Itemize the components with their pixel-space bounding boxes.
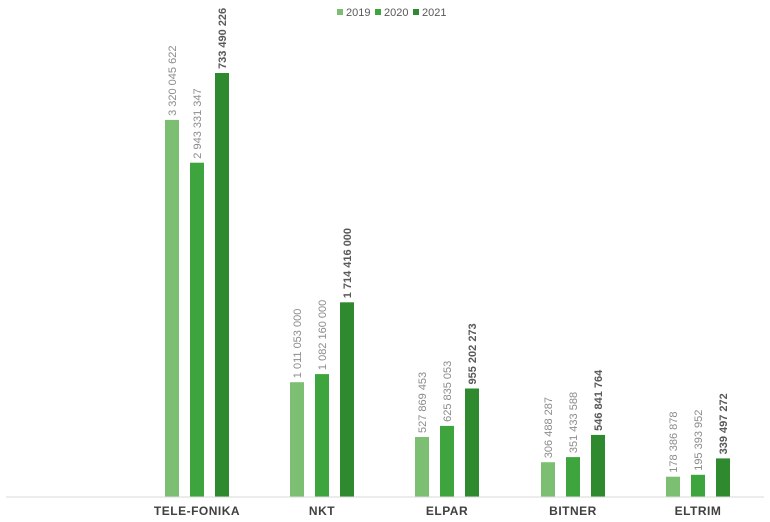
bar-2021-eltrim xyxy=(716,458,730,497)
value-label-2020-bitner: 351 433 588 xyxy=(568,392,580,453)
value-label-2021-eltrim: 339 497 272 xyxy=(718,393,730,454)
bar-2021-elpar xyxy=(465,388,479,497)
category-label: BITNER xyxy=(549,504,597,518)
bars xyxy=(165,73,730,498)
bar-2020-nkt xyxy=(315,374,329,497)
category-labels: TELE-FONIKA NKT ELPAR BITNER ELTRIM xyxy=(154,504,721,518)
value-label-2019-eltrim: 178 386 878 xyxy=(668,412,680,473)
category-label: ELTRIM xyxy=(675,504,722,518)
bar-2020-tele-fonika xyxy=(190,162,204,497)
value-label-2019-nkt: 1 011 053 000 xyxy=(292,309,304,379)
legend-label-2021: 2021 xyxy=(422,7,446,19)
bar-2021-nkt xyxy=(340,302,354,497)
legend-label-2019: 2019 xyxy=(346,7,370,19)
category-label: NKT xyxy=(309,504,335,518)
bar-2021-tele-fonika xyxy=(215,73,229,497)
value-labels: 3 320 045 622 1 011 053 000 527 869 453 306… xyxy=(167,8,730,473)
legend-swatch-2021 xyxy=(413,9,419,15)
category-label: ELPAR xyxy=(426,504,468,518)
bar-2020-elpar xyxy=(440,425,454,497)
legend: 2019 2020 2021 xyxy=(337,7,446,19)
value-label-2020-elpar: 625 835 053 xyxy=(442,361,454,422)
bar-2019-tele-fonika xyxy=(165,119,179,498)
bar-2019-elpar xyxy=(415,437,429,497)
value-label-2020-eltrim: 195 393 952 xyxy=(693,410,705,471)
value-label-2021-tele-fonika: 733 490 226 xyxy=(217,8,229,69)
value-label-2019-elpar: 527 869 453 xyxy=(417,372,429,433)
value-label-2021-bitner: 546 841 764 xyxy=(593,369,605,431)
bar-2021-bitner xyxy=(591,434,605,497)
bar-2020-bitner xyxy=(566,457,580,497)
bar-2019-bitner xyxy=(541,462,555,497)
value-label-2021-nkt: 1 714 416 000 xyxy=(342,228,354,298)
value-label-2019-bitner: 306 488 287 xyxy=(543,397,555,458)
category-label: TELE-FONIKA xyxy=(154,504,240,518)
value-label-2020-tele-fonika: 2 943 331 347 xyxy=(192,88,204,158)
bar-2019-nkt xyxy=(290,382,304,497)
bar-2019-eltrim xyxy=(666,476,680,497)
value-label-2019-tele-fonika: 3 320 045 622 xyxy=(167,46,179,116)
legend-swatch-2020 xyxy=(375,9,381,15)
bar-2020-eltrim xyxy=(691,474,705,497)
value-label-2020-nkt: 1 082 160 000 xyxy=(317,300,329,370)
value-label-2021-elpar: 955 202 273 xyxy=(467,323,479,384)
legend-swatch-2019 xyxy=(337,9,343,15)
legend-label-2020: 2020 xyxy=(384,7,408,19)
